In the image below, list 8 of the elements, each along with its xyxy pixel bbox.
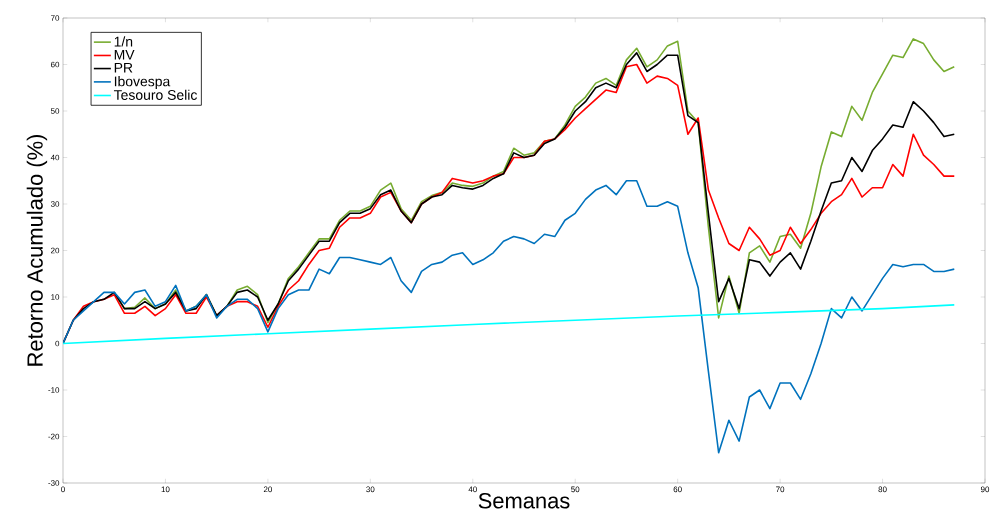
- legend-label: Tesouro Selic: [113, 89, 197, 100]
- x-axis-title: Semanas: [478, 492, 570, 509]
- legend-label: Ibovespa: [114, 76, 171, 90]
- y-axis-title: Retorno Acumulado (%): [26, 134, 48, 366]
- legend-label: 1/n: [114, 36, 133, 47]
- legend-label: MV: [114, 49, 135, 60]
- line-series: [63, 304, 956, 345]
- legend-label: PR: [114, 63, 133, 73]
